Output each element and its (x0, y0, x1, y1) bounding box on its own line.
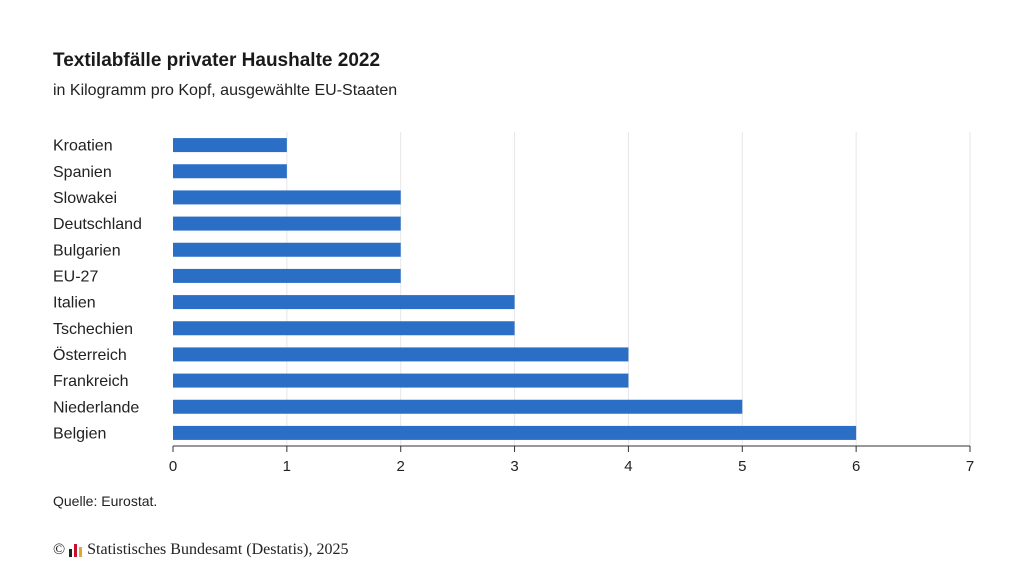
x-tick-label: 2 (397, 458, 405, 475)
bar-4 (173, 216, 401, 231)
category-label: Niederlande (53, 399, 139, 416)
bar-5 (173, 242, 401, 257)
bar-10 (173, 373, 629, 388)
category-label: Bulgarien (53, 242, 121, 259)
category-label: Frankreich (53, 373, 129, 390)
destatis-logo-icon (69, 543, 83, 557)
x-tick-label: 3 (510, 458, 518, 475)
category-label: Kroatien (53, 138, 113, 155)
x-tick-label: 7 (966, 458, 974, 475)
category-label: Deutschland (53, 216, 142, 233)
bar-2 (173, 164, 287, 179)
x-tick-label: 5 (738, 458, 746, 475)
category-label: Slowakei (53, 190, 117, 207)
bar-7 (173, 295, 515, 310)
category-label: EU-27 (53, 268, 98, 285)
x-tick-label: 1 (283, 458, 291, 475)
bar-6 (173, 268, 401, 283)
x-tick-label: 0 (169, 458, 177, 475)
chart-title: Textilabfälle privater Haushalte 2022 (53, 50, 381, 71)
category-label: Spanien (53, 164, 112, 181)
x-tick-label: 4 (624, 458, 632, 475)
bar-1 (173, 138, 287, 153)
bar-8 (173, 321, 515, 336)
category-label: Belgien (53, 425, 106, 442)
copyright-text: Statistisches Bundesamt (Destatis), 2025 (87, 541, 349, 558)
category-label: Tschechien (53, 321, 133, 338)
source-note: Quelle: Eurostat. (53, 493, 158, 509)
bar-11 (173, 399, 743, 414)
copyright-line: © Statistisches Bundesamt (Destatis), 20… (53, 541, 348, 559)
category-label: Österreich (53, 346, 127, 364)
copyright-symbol: © (53, 541, 66, 558)
bar-12 (173, 425, 857, 440)
bar-9 (173, 347, 629, 362)
category-label: Italien (53, 295, 96, 312)
chart-subtitle: in Kilogramm pro Kopf, ausgewählte EU-St… (53, 82, 398, 99)
bar-3 (173, 190, 401, 205)
x-tick-label: 6 (852, 458, 860, 475)
